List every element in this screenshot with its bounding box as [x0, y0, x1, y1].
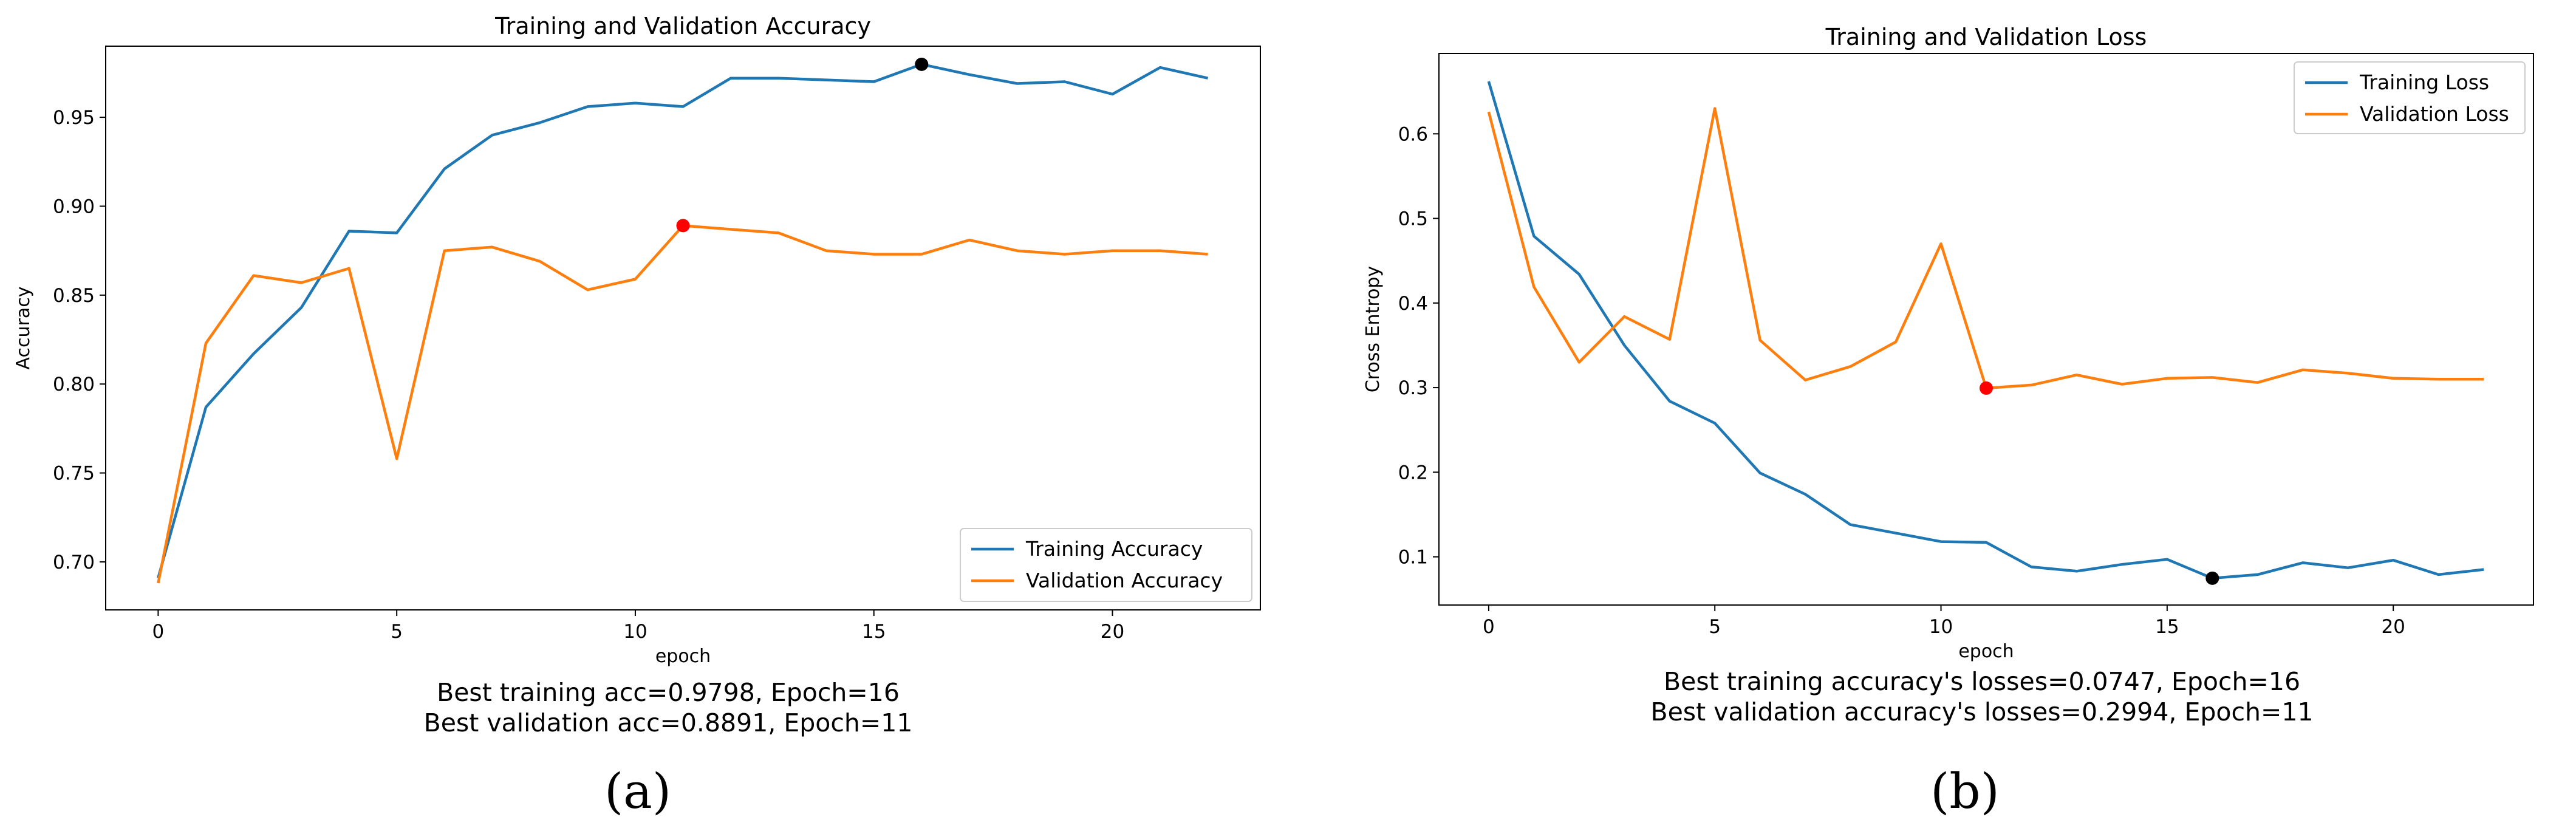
legend-label-training: Training Accuracy — [1025, 537, 1203, 561]
chart-title: Training and Validation Loss — [1825, 24, 2147, 50]
x-tick-label: 5 — [1709, 616, 1721, 638]
x-tick-label: 15 — [862, 621, 886, 643]
best-training-note: Best training accuracy's losses=0.0747, … — [1664, 667, 2300, 696]
legend: Training Accuracy Validation Accuracy — [960, 528, 1252, 602]
y-tick-label: 0.5 — [1398, 208, 1428, 230]
x-tick-label: 15 — [2155, 616, 2179, 638]
best-training-note: Best training acc=0.9798, Epoch=16 — [437, 678, 900, 707]
panel-caption: (b) — [1930, 763, 2000, 819]
plot-frame — [1438, 53, 2534, 606]
legend-label-validation: Validation Accuracy — [1026, 569, 1223, 592]
plot-frame — [105, 46, 1261, 610]
x-axis-label: epoch — [1958, 641, 2014, 662]
y-tick-label: 0.3 — [1398, 377, 1428, 399]
legend-label-training: Training Loss — [2359, 70, 2489, 94]
y-tick-label: 0.85 — [53, 285, 95, 307]
y-axis-label: Cross Entropy — [1362, 266, 1384, 392]
x-tick-label: 0 — [1483, 616, 1495, 638]
best-validation-note: Best validation accuracy's losses=0.2994… — [1650, 697, 2313, 727]
series-line-training — [157, 63, 1209, 578]
chart-panel-loss: 0 5 10 15 20 0.1 0.2 0.3 0.4 0.5 0.6 Training and V… — [1362, 24, 2534, 819]
y-tick-label: 0.90 — [53, 196, 95, 217]
legend-label-validation: Validation Loss — [2360, 102, 2509, 126]
y-tick-label: 0.6 — [1398, 123, 1428, 145]
panel-caption: (a) — [604, 763, 671, 819]
x-tick-label: 0 — [152, 621, 165, 643]
y-tick-label: 0.75 — [53, 463, 95, 485]
best-validation-point — [676, 219, 690, 233]
best-training-point — [2205, 571, 2219, 585]
best-validation-point — [1980, 381, 1993, 395]
chart-panel-accuracy: 0 5 10 15 20 0.70 0.75 0.80 0.85 0.90 0.95 Training… — [13, 13, 1261, 819]
legend-box — [960, 528, 1252, 602]
legend: Training Loss Validation Loss — [2294, 61, 2526, 134]
x-tick-label: 20 — [2381, 616, 2405, 638]
y-tick-label: 0.1 — [1398, 547, 1428, 569]
chart-title: Training and Validation Accuracy — [494, 13, 871, 39]
y-axis-label: Accuracy — [13, 287, 34, 370]
y-tick-label: 0.95 — [53, 107, 95, 129]
y-tick-label: 0.70 — [53, 552, 95, 573]
y-tick-label: 0.4 — [1398, 293, 1428, 315]
best-validation-note: Best validation acc=0.8891, Epoch=11 — [424, 708, 913, 737]
legend-box — [2294, 61, 2526, 134]
x-tick-label: 10 — [623, 621, 647, 643]
x-axis-label: epoch — [655, 646, 711, 667]
y-tick-label: 0.80 — [53, 374, 95, 395]
x-tick-label: 20 — [1101, 621, 1124, 643]
series-line-training — [1487, 81, 2484, 580]
x-tick-label: 5 — [391, 621, 403, 643]
x-tick-label: 10 — [1929, 616, 1953, 638]
y-tick-label: 0.2 — [1398, 462, 1428, 484]
best-training-point — [915, 57, 929, 71]
